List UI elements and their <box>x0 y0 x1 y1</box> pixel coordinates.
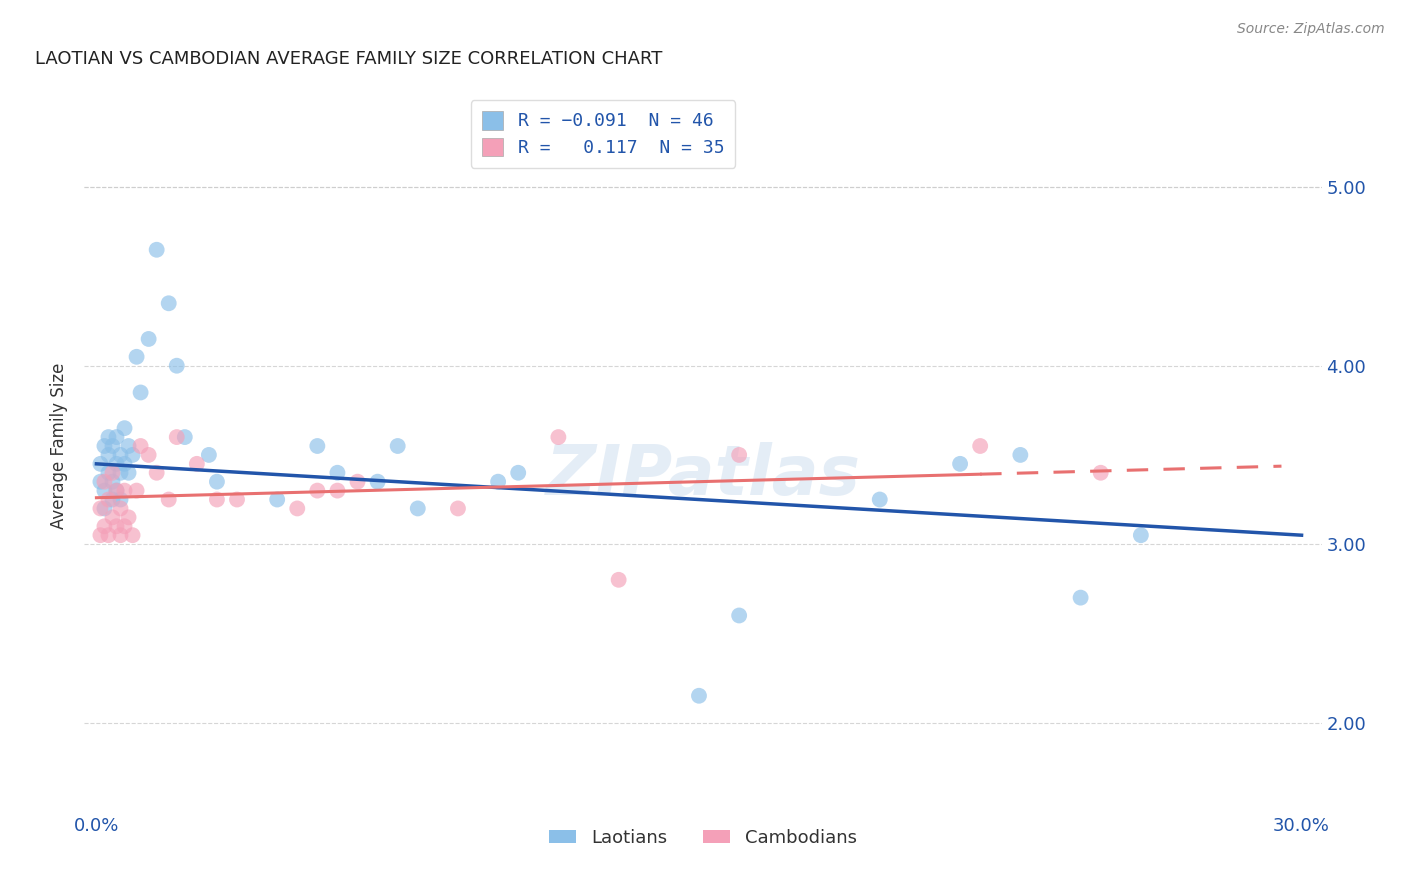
Point <box>125 483 148 498</box>
Point <box>346 475 368 489</box>
Point <box>547 430 569 444</box>
Point <box>406 501 429 516</box>
Point <box>1090 466 1112 480</box>
Point <box>93 519 115 533</box>
Point <box>869 492 891 507</box>
Point <box>326 483 349 498</box>
Point <box>101 475 124 489</box>
Point <box>97 528 120 542</box>
Point <box>688 689 710 703</box>
Point <box>145 243 167 257</box>
Point <box>728 608 751 623</box>
Point <box>105 430 128 444</box>
Point <box>105 457 128 471</box>
Point <box>138 448 160 462</box>
Point <box>129 439 152 453</box>
Point <box>101 439 124 453</box>
Point <box>110 501 132 516</box>
Point <box>949 457 972 471</box>
Point <box>157 492 180 507</box>
Point <box>186 457 208 471</box>
Point <box>93 501 115 516</box>
Point <box>93 475 115 489</box>
Point <box>1070 591 1092 605</box>
Point <box>173 430 195 444</box>
Point <box>198 448 221 462</box>
Point <box>129 385 152 400</box>
Point <box>166 430 188 444</box>
Legend: Laotians, Cambodians: Laotians, Cambodians <box>543 822 863 854</box>
Point <box>114 519 136 533</box>
Point <box>93 483 115 498</box>
Point <box>138 332 160 346</box>
Point <box>121 448 143 462</box>
Point <box>117 466 139 480</box>
Point <box>105 483 128 498</box>
Point <box>114 457 136 471</box>
Point <box>97 466 120 480</box>
Point <box>157 296 180 310</box>
Point <box>110 466 132 480</box>
Point <box>226 492 249 507</box>
Point <box>307 483 329 498</box>
Point <box>121 528 143 542</box>
Point <box>89 501 111 516</box>
Point <box>447 501 470 516</box>
Point <box>266 492 288 507</box>
Point <box>89 475 111 489</box>
Point <box>110 492 132 507</box>
Point <box>508 466 530 480</box>
Point <box>97 492 120 507</box>
Text: LAOTIAN VS CAMBODIAN AVERAGE FAMILY SIZE CORRELATION CHART: LAOTIAN VS CAMBODIAN AVERAGE FAMILY SIZE… <box>35 50 662 68</box>
Point <box>89 528 111 542</box>
Point <box>93 439 115 453</box>
Point <box>97 430 120 444</box>
Point <box>969 439 991 453</box>
Point <box>105 483 128 498</box>
Point <box>607 573 630 587</box>
Point <box>166 359 188 373</box>
Point <box>117 510 139 524</box>
Y-axis label: Average Family Size: Average Family Size <box>51 363 69 529</box>
Point <box>125 350 148 364</box>
Point <box>117 439 139 453</box>
Point <box>387 439 409 453</box>
Point <box>101 492 124 507</box>
Text: Source: ZipAtlas.com: Source: ZipAtlas.com <box>1237 22 1385 37</box>
Point <box>205 475 228 489</box>
Point <box>101 466 124 480</box>
Point <box>1129 528 1152 542</box>
Point <box>1010 448 1032 462</box>
Point <box>326 466 349 480</box>
Point <box>285 501 308 516</box>
Point <box>89 457 111 471</box>
Point <box>205 492 228 507</box>
Point <box>105 519 128 533</box>
Point <box>728 448 751 462</box>
Point <box>110 528 132 542</box>
Point <box>110 448 132 462</box>
Point <box>307 439 329 453</box>
Point <box>114 483 136 498</box>
Point <box>97 448 120 462</box>
Point <box>367 475 389 489</box>
Point <box>145 466 167 480</box>
Point <box>486 475 509 489</box>
Point <box>101 510 124 524</box>
Text: ZIPatlas: ZIPatlas <box>546 442 860 508</box>
Point <box>114 421 136 435</box>
